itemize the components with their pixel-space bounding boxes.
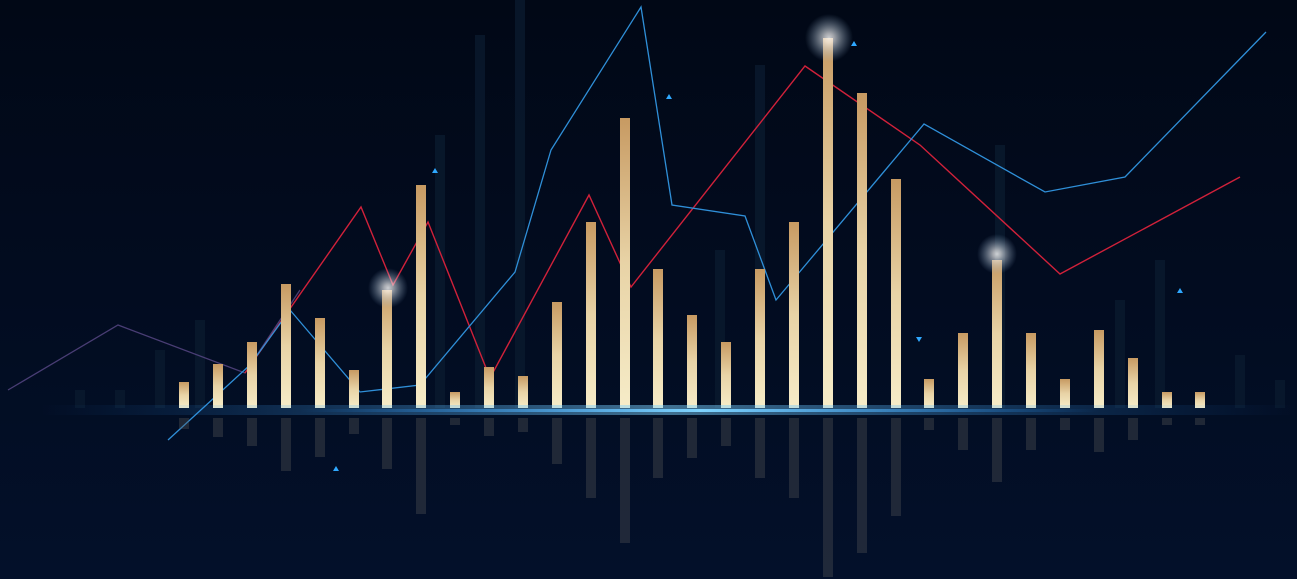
triangles bbox=[333, 41, 1183, 471]
glows bbox=[368, 14, 1017, 308]
reflections bbox=[179, 418, 1205, 577]
base-line bbox=[300, 409, 1100, 412]
dark-bars bbox=[75, 0, 1285, 408]
purple-line bbox=[7, 289, 301, 391]
blue-line bbox=[167, 5, 1267, 441]
bars bbox=[179, 38, 1205, 408]
red-line bbox=[244, 65, 1241, 380]
